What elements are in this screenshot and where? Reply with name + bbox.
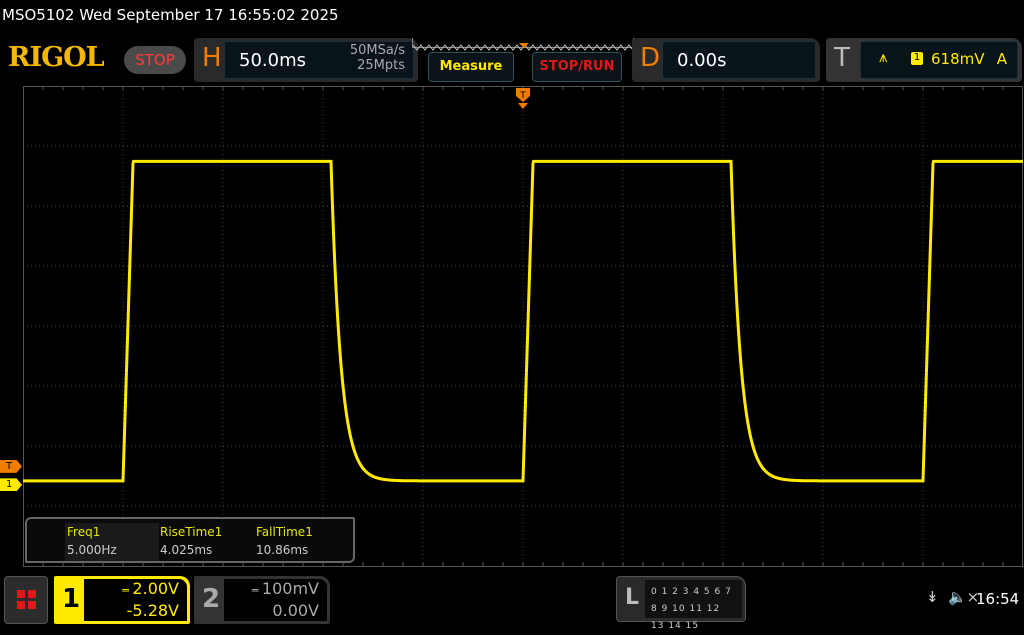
channel1-number: 1 [62,584,81,614]
trigger-mode: A [996,50,1007,68]
trigger-label: T [834,43,850,73]
logic-row-8-15: 8 9 10 11 12 13 14 15 [651,604,721,631]
horizontal-panel[interactable]: H 50.0ms 50MSa/s 25Mpts [194,38,418,82]
waveform-display[interactable] [23,86,1023,569]
svg-text:T: T [519,91,526,101]
channel2-panel[interactable]: 2 ═ 100mV 0.00V [194,576,330,624]
main-menu-button[interactable] [4,576,48,624]
delay-value: 0.00s [677,50,727,71]
trigger-level-marker[interactable]: T [0,459,22,473]
horizontal-label: H [202,43,222,73]
clock: 16:54 [976,590,1020,608]
usb-icon: ↡ [926,588,939,606]
dc-coupling-icon: ═ [122,584,133,597]
grid-menu-icon [17,590,36,609]
stop-run-button[interactable]: STOP/RUN [532,52,622,82]
channel1-offset: -5.28V [126,601,179,620]
channel2-number: 2 [202,584,221,614]
delay-panel[interactable]: D 0.00s [632,38,820,82]
speaker-muted-icon[interactable]: 🔈× [948,588,980,606]
window-title: MSO5102 Wed September 17 16:55:02 2025 [2,6,339,24]
channel1-offset-marker[interactable]: 1 [0,478,22,492]
logic-label: L [625,585,640,610]
sample-rate: 50MSa/s [349,43,405,58]
measurement-rise-time: RiseTime1 4.025ms [160,525,223,557]
channel1-panel[interactable]: 1 ═ 2.00V -5.28V [54,576,190,624]
trigger-position-marker[interactable]: T [516,88,530,110]
channel2-scale: 100mV [261,579,319,598]
measurement-panel: Freq1 5.000Hz RiseTime1 4.025ms FallTime1 1… [25,517,355,563]
measure-button[interactable]: Measure [428,52,514,82]
dc-coupling-icon: ═ [251,584,262,597]
memory-depth: 25Mpts [357,58,405,73]
trigger-panel[interactable]: T ⩚ 1 618mV A [826,38,1022,82]
rigol-logo: RIGOL [8,42,105,73]
channel1-scale: 2.00V [132,579,179,598]
channel2-offset: 0.00V [272,601,319,620]
memory-overview-bar [412,38,634,51]
measurement-freq: Freq1 5.000Hz [65,523,159,561]
trigger-source: 1 [911,52,923,65]
delay-label: D [640,43,661,73]
timebase-value: 50.0ms [239,50,306,71]
measurement-fall-time: FallTime1 10.86ms [256,525,313,557]
channel1-trace [23,159,1023,483]
run-state-badge[interactable]: STOP [124,46,186,74]
logic-row-0-7: 0 1 2 3 4 5 6 7 [651,587,732,597]
rising-edge-icon: ⩚ [879,48,888,66]
logic-channels-panel[interactable]: L 0 1 2 3 4 5 6 7 8 9 10 11 12 13 14 15 [616,576,746,631]
trigger-level: 618mV [931,50,985,68]
